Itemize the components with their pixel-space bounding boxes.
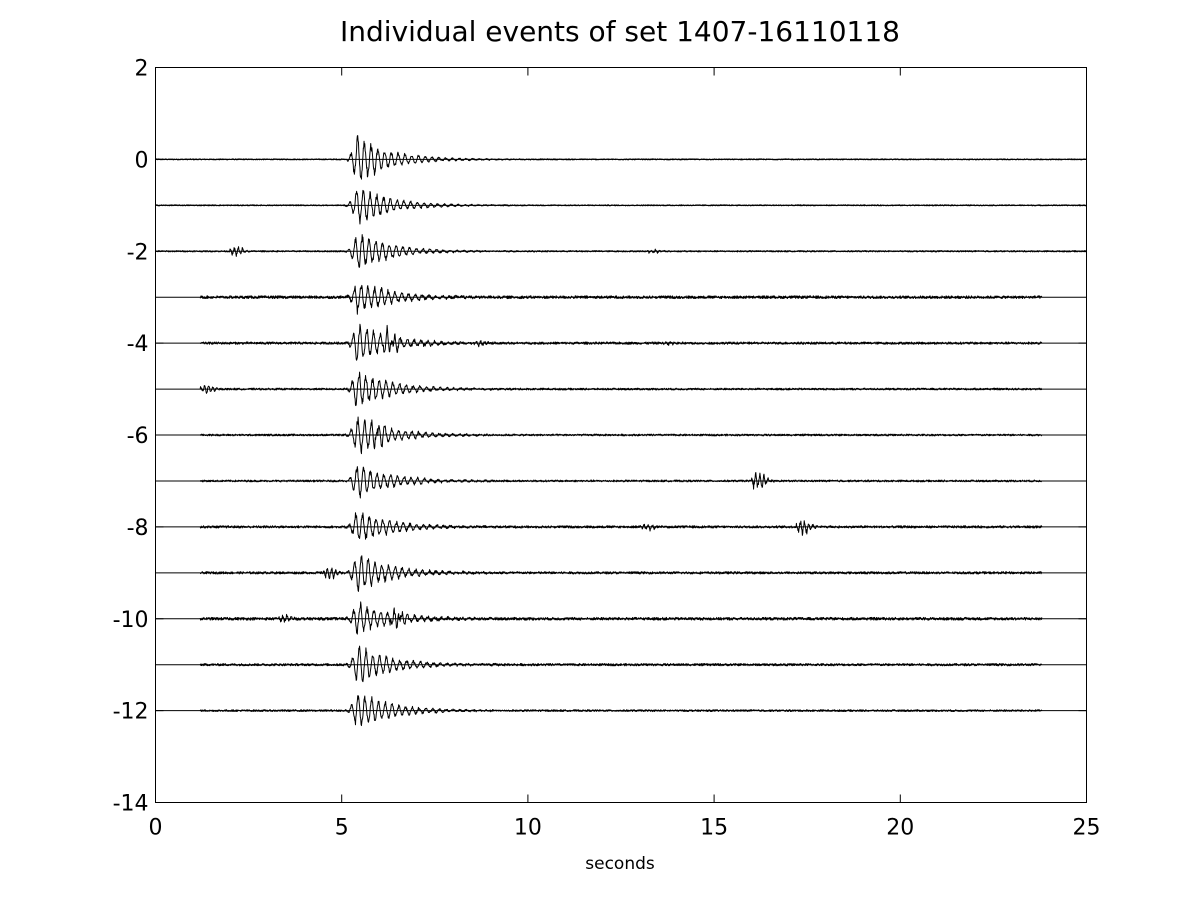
x-axis-label: seconds: [585, 854, 655, 874]
trace-waveform: [199, 601, 1043, 635]
y-tick-label: -14: [113, 792, 149, 817]
trace-4: [155, 323, 1087, 361]
trace-6: [155, 416, 1087, 455]
trace-waveform: [199, 371, 1043, 407]
trace-5: [155, 371, 1087, 407]
trace-waveform: [155, 189, 1087, 225]
trace-waveform: [199, 416, 1043, 455]
chart-title: Individual events of set 1407-16110118: [340, 15, 900, 48]
traces-layer: [155, 135, 1087, 727]
y-tick-label: -6: [127, 424, 149, 449]
y-tick-label: -12: [113, 700, 149, 725]
y-tick-label: -8: [127, 516, 149, 541]
x-tick-label: 0: [149, 816, 163, 841]
x-tick-label: 20: [886, 816, 914, 841]
y-tick-label: 0: [135, 148, 149, 173]
trace-11: [155, 645, 1087, 683]
trace-waveform: [155, 135, 1087, 180]
x-tick-label: 5: [335, 816, 349, 841]
trace-1: [155, 189, 1087, 225]
trace-waveform: [199, 555, 1042, 592]
trace-waveform: [199, 284, 1043, 315]
trace-12: [155, 695, 1087, 727]
y-tick-label: 2: [135, 57, 149, 82]
trace-waveform: [199, 695, 1043, 727]
trace-2: [155, 234, 1087, 268]
trace-10: [155, 601, 1087, 635]
trace-waveform: [199, 466, 1043, 499]
trace-waveform: [155, 234, 1087, 268]
trace-8: [155, 512, 1087, 540]
trace-waveform: [199, 323, 1043, 361]
x-tick-label: 10: [514, 816, 542, 841]
trace-waveform: [199, 645, 1042, 683]
trace-waveform: [199, 512, 1043, 540]
y-tick-label: -10: [113, 608, 149, 633]
trace-3: [155, 284, 1087, 315]
trace-7: [155, 466, 1087, 499]
x-tick-label: 15: [700, 816, 728, 841]
y-tick-label: -2: [127, 240, 149, 265]
trace-0: [155, 135, 1087, 180]
trace-9: [155, 555, 1087, 592]
y-tick-label: -4: [127, 332, 149, 357]
x-tick-label: 25: [1073, 816, 1101, 841]
